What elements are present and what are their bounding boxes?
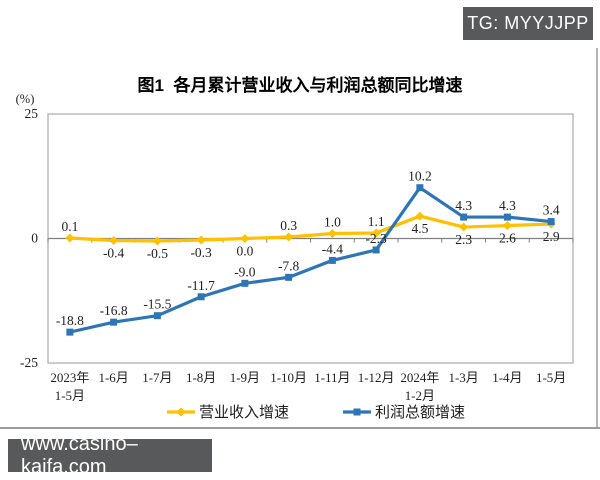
revenue-marker: [459, 222, 469, 232]
profit-line: [69, 186, 552, 334]
x-axis-category-label: 1-5月: [55, 388, 85, 403]
x-axis-category-label: 1-2月: [405, 388, 435, 403]
revenue-marker: [415, 211, 425, 221]
profit-marker: [197, 293, 205, 301]
x-axis-category-label: 1-11月: [314, 370, 350, 385]
profit-marker: [460, 213, 468, 221]
y-axis-tick-label: -25: [20, 355, 38, 370]
revenue-marker: [502, 221, 512, 231]
revenue-data-label: 2.6: [499, 231, 516, 246]
x-axis-category-label: 2024年: [400, 370, 439, 385]
profit-marker: [285, 273, 293, 281]
y-axis-unit-label: (%): [16, 92, 35, 106]
profit-data-label: 4.3: [499, 198, 516, 213]
profit-marker: [66, 328, 74, 336]
revenue-data-label: 1.1: [368, 214, 385, 229]
footer-separator-line: [0, 427, 600, 429]
revenue-legend-label: 营业收入增速: [199, 404, 289, 421]
profit-legend-marker: [353, 408, 361, 416]
revenue-marker: [152, 236, 162, 246]
profit-data-label: 10.2: [408, 169, 432, 184]
revenue-legend-marker: [176, 407, 186, 417]
revenue-data-label: 4.5: [411, 221, 428, 236]
profit-data-label: -2.3: [365, 231, 387, 246]
profit-marker: [372, 246, 380, 254]
profit-data-label: -7.8: [278, 258, 300, 273]
profit-legend-label: 利润总额增速: [375, 404, 465, 421]
x-axis-category-label: 1-5月: [536, 370, 566, 385]
revenue-marker: [65, 233, 75, 243]
watermark-text: www.casino–kaifa.com: [21, 432, 138, 478]
profit-data-label: 4.3: [455, 198, 472, 213]
y-axis-tick-label: 25: [25, 106, 39, 121]
profit-marker: [503, 213, 511, 221]
revenue-marker: [327, 229, 337, 239]
profit-marker: [547, 218, 555, 226]
revenue-data-label: 0.1: [61, 219, 78, 234]
profit-data-label: 3.4: [543, 203, 560, 218]
revenue-marker: [109, 235, 119, 245]
profit-data-label: -15.5: [143, 297, 171, 312]
x-axis-category-label: 1-3月: [448, 370, 478, 385]
profit-marker: [110, 318, 118, 326]
revenue-marker: [284, 232, 294, 242]
y-axis-tick-label: 0: [31, 231, 38, 246]
profit-data-label: -4.4: [322, 241, 344, 256]
profit-data-label: -11.7: [187, 278, 215, 293]
watermark-badge: www.casino–kaifa.com: [8, 433, 212, 478]
tg-contact-badge: TG: MYYJJPP: [463, 7, 593, 40]
profit-marker: [416, 184, 424, 192]
x-axis-category-label: 1-9月: [230, 370, 260, 385]
revenue-data-label: 2.9: [543, 229, 560, 244]
x-axis-category-label: 1-12月: [358, 370, 395, 385]
revenue-data-label: 0.0: [236, 244, 253, 259]
x-axis-category-label: 2023年: [50, 370, 89, 385]
revenue-data-label: 1.0: [324, 215, 341, 230]
x-axis-category-label: 1-6月: [98, 370, 128, 385]
profit-data-label: -18.8: [56, 313, 84, 328]
line-chart: (%)25 0 -25 2023年 1-5月 1-6月 1-7月 1-8月 1-9月 1-10月 1…: [16, 92, 574, 421]
profit-data-label: -9.0: [234, 264, 256, 279]
profit-marker: [153, 312, 161, 320]
revenue-data-label: 2.3: [455, 232, 472, 247]
x-axis-category-label: 1-4月: [492, 370, 522, 385]
revenue-data-label: -0.3: [190, 245, 212, 260]
revenue-line: [69, 214, 552, 243]
revenue-data-label: -0.4: [103, 245, 125, 260]
tg-contact-text: TG: MYYJJPP: [467, 13, 589, 33]
profit-data-label: -16.8: [100, 303, 128, 318]
chart-title: 图1 各月累计营业收入与利润总额同比增速: [137, 76, 463, 95]
x-axis-category-label: 1-8月: [186, 370, 216, 385]
revenue-marker: [196, 235, 206, 245]
profit-marker: [328, 256, 336, 264]
revenue-marker: [371, 228, 381, 238]
revenue-marker: [240, 234, 250, 243]
revenue-data-label: -0.5: [147, 246, 169, 261]
profit-marker: [241, 279, 249, 287]
revenue-data-label: 0.3: [280, 218, 297, 233]
content-right-border: [596, 48, 598, 429]
x-axis-category-label: 1-10月: [270, 370, 307, 385]
x-axis-category-label: 1-7月: [142, 370, 172, 385]
